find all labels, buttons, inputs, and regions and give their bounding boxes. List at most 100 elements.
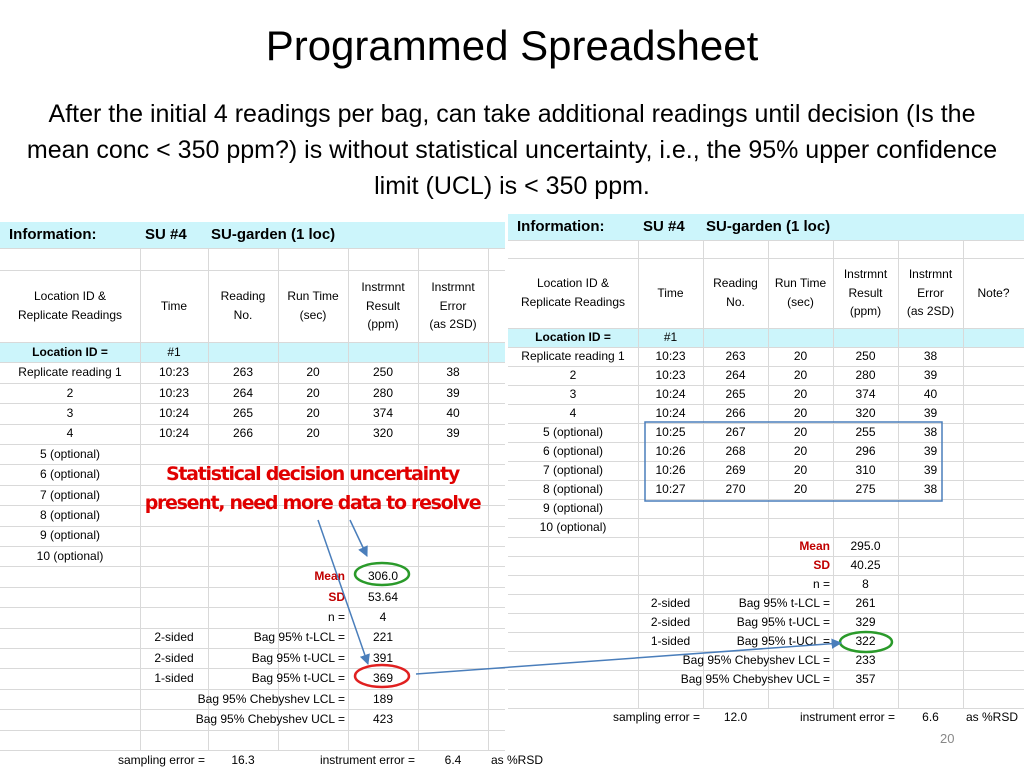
grid-line [508,366,1024,367]
header-line: Reading [713,276,758,291]
data-cell: 20 [306,385,320,400]
data-cell: 10:24 [158,426,190,441]
data-cell: 10:25 [655,425,686,440]
data-cell: 250 [855,349,876,364]
header-line: Run Time [774,276,827,291]
header-line: (ppm) [367,317,399,332]
column-header: Reading No. [703,258,768,328]
grid-line [508,461,1024,462]
grid-line [0,403,505,405]
column-header: Time [638,258,703,328]
grid-line [0,505,505,507]
info-su: SU #4 [145,226,187,244]
stat-label: Bag 95% t-LCL = [738,596,830,611]
annotation: Statistical decision uncertainty present,… [130,460,495,518]
data-cell: 20 [306,365,320,380]
stat-value: 53.64 [367,589,399,604]
stat-value: 221 [372,630,394,645]
grid-line [0,648,505,649]
footer-value: 16.3 [231,752,255,767]
grid-line [508,556,1024,557]
grid-line [0,342,505,343]
data-cell: 374 [855,387,876,402]
grid-line [508,442,1024,443]
footer-value: 6.6 [922,710,939,725]
grid-line [0,586,505,588]
grid-line [0,525,505,527]
header-line: Replicate Readings [17,308,123,322]
grid-line [0,668,505,670]
stat-label: n = [327,610,345,625]
grid-line [508,537,1024,538]
header-line: Result [848,285,883,300]
info-su: SU #4 [643,218,685,236]
grid-line [508,240,1024,241]
header-line: (sec) [787,295,814,309]
grid-line [0,248,505,249]
data-cell: 266 [232,426,254,441]
data-cell: 269 [725,463,746,478]
grid-line [488,248,489,750]
grid-line [0,464,505,466]
grid-line [140,248,141,750]
stat-label: Bag 95% t-UCL = [736,615,830,630]
grid-line [0,566,505,568]
stat-side: 2-sided [154,630,194,645]
row-label: Replicate reading 1 [18,365,122,380]
grid-line [0,546,505,547]
grid-line [508,689,1024,690]
info-band [0,222,505,248]
row-label: 6 (optional) [542,444,604,459]
data-cell: 20 [793,349,808,364]
stat-value: 295.0 [850,539,881,554]
data-cell: 266 [725,406,746,421]
location-band [0,342,505,363]
header-line: Error [917,285,944,300]
row-label: 10 (optional) [539,520,607,535]
grid-line [508,258,1024,259]
data-cell: 374 [372,406,394,421]
spreadsheet [0,222,505,750]
row-label: 4 [66,426,74,441]
data-cell: 270 [725,482,746,497]
footer-unit: as %RSD [491,752,544,767]
stat-label: Bag 95% Chebyshev UCL = [680,672,830,687]
data-cell: 20 [306,426,320,441]
grid-line [703,240,704,708]
grid-line [508,613,1024,614]
row-label: 8 (optional) [39,508,101,523]
grid-line [508,575,1024,576]
info-band [508,214,1024,240]
location-id: #1 [663,330,678,345]
stat-label: SD [328,589,345,604]
data-cell: 267 [725,425,746,440]
data-cell: 268 [725,444,746,459]
slide-title: Programmed Spreadsheet [265,22,759,69]
stat-label: Bag 95% Chebyshev LCL = [682,653,830,668]
stat-value: 233 [855,653,876,668]
data-cell: 275 [855,482,876,497]
annotation-line: present, need more data to resolve [144,492,482,514]
data-cell: 265 [232,406,254,421]
stat-label: Bag 95% t-UCL = [736,634,830,649]
data-cell: 264 [725,368,746,383]
stat-label: Mean [799,539,830,554]
data-cell: 10:23 [158,385,190,400]
stat-label: Bag 95% t-LCL = [253,630,345,645]
page-number: 20 [940,731,955,746]
data-cell: 40 [446,406,460,421]
column-header: Location ID & Replicate Readings [508,258,638,328]
stat-label: n = [812,577,830,592]
data-cell: 264 [232,385,254,400]
header-line: Instrmnt [431,280,475,295]
stat-value: 40.25 [850,558,881,573]
column-header: Instrmnt Result (ppm) [348,270,418,342]
grid-line [0,729,505,731]
row-label: 7 (optional) [542,463,604,478]
data-cell: 10:24 [158,406,190,421]
grid-line [418,248,419,750]
grid-line [508,632,1024,633]
row-label: 3 [569,387,577,402]
data-cell: 39 [923,406,938,421]
row-label: 8 (optional) [542,482,604,497]
